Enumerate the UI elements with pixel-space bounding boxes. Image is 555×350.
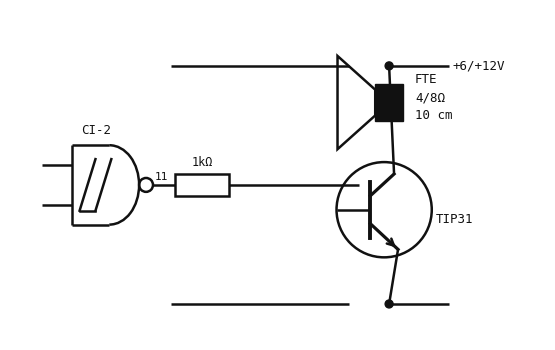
Text: CI-2: CI-2	[82, 124, 112, 137]
Text: 11: 11	[155, 172, 169, 182]
Bar	[175, 174, 229, 196]
Circle shape	[385, 62, 393, 70]
Circle shape	[385, 300, 393, 308]
Text: 1kΩ: 1kΩ	[191, 156, 213, 169]
Text: +6/+12V: +6/+12V	[452, 60, 505, 72]
Text: FTE
4/8Ω
10 cm: FTE 4/8Ω 10 cm	[415, 73, 452, 122]
Bar	[375, 84, 403, 121]
Text: TIP31: TIP31	[436, 213, 473, 226]
